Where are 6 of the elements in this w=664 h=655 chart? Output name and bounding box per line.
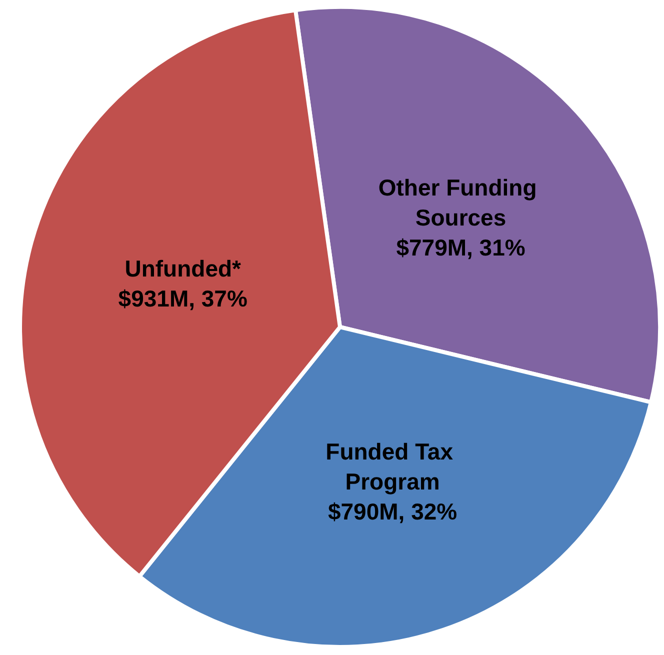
slice-label: Funded Tax Program xyxy=(326,438,460,494)
slice-label: Unfunded* xyxy=(124,256,242,282)
data-label: $931M, 37% xyxy=(118,286,248,312)
data-label: $790M, 32% xyxy=(328,498,458,524)
slice-label: Other Funding Sources xyxy=(378,174,544,231)
data-label: $779M, 31% xyxy=(396,234,526,261)
